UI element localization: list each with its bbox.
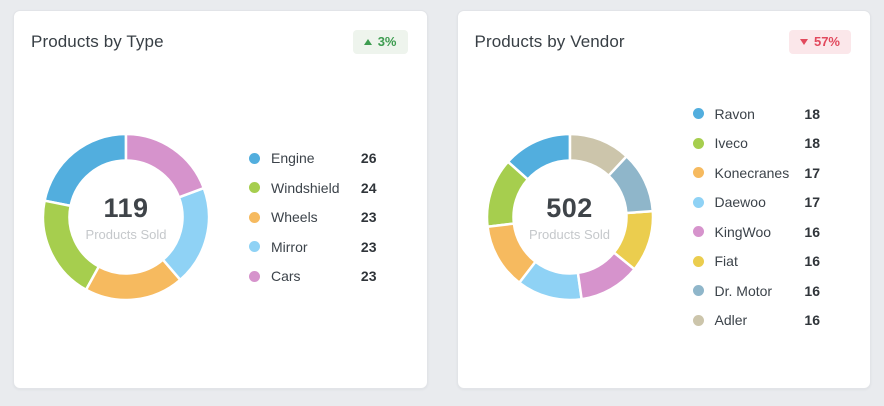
legend-item-daewoo[interactable]: Daewoo 17 [692,188,820,218]
legend-value: 16 [804,312,820,329]
legend-item-cars[interactable]: Cars 23 [249,261,377,291]
legend-item-engine[interactable]: Engine 26 [249,143,377,173]
trend-up-icon [363,39,372,45]
legend-color-dot [692,167,704,179]
legend-value: 16 [804,282,820,299]
legend-item-iveco[interactable]: Iveco 18 [692,129,820,159]
donut-segment-windshield[interactable] [41,199,101,292]
legend-item-kingwoo[interactable]: KingWoo 16 [692,217,820,247]
legend-item-fiat[interactable]: Fiat 16 [692,247,820,277]
legend-label: Cars [271,268,301,284]
legend-label: Windshield [271,179,340,196]
legend-color-dot [249,270,260,282]
legend-label: Ravon [714,105,755,122]
trend-badge-label: 3% [377,34,397,49]
legend-value: 16 [804,253,820,270]
legend-item-konecranes[interactable]: Konecranes 17 [692,158,820,188]
trend-badge-label: 57% [813,34,840,49]
legend-value: 26 [360,150,377,166]
legend-item-windshield[interactable]: Windshield 24 [249,173,377,203]
donut-segment-mirror[interactable] [161,186,211,282]
legend-item-wheels[interactable]: Wheels 23 [249,202,377,232]
legend-color-dot [692,108,704,120]
legend-color-dot [692,285,704,297]
legend-color-dot [692,196,704,208]
legend-color-dot [692,314,704,326]
legend-color-dot [249,241,260,252]
donut-segment-cars[interactable] [124,132,206,199]
chart-legend: Ravon 18 Iveco 18 Konecranes 17 Daewoo 17 KingWo… [692,99,820,336]
products-by-vendor-donut-chart[interactable]: 502 Products Sold [485,132,655,302]
legend-color-dot [692,226,704,238]
trend-badge: 3% [352,30,408,54]
donut-svg[interactable] [41,132,211,302]
legend-item-ravon[interactable]: Ravon 18 [692,99,820,129]
trend-down-icon [799,39,808,45]
legend-item-adler[interactable]: Adler 16 [692,306,820,336]
legend-color-dot [249,182,260,193]
legend-value: 23 [360,238,377,255]
legend-color-dot [692,137,704,149]
legend-item-dr-motor[interactable]: Dr. Motor 16 [692,276,820,306]
legend-label: Wheels [271,209,318,225]
card-content: 502 Products Sold Ravon 18 Iveco 18 Konecran… [458,54,871,388]
legend-label: Engine [271,150,315,166]
legend-value: 18 [804,135,820,152]
legend-label: Iveco [714,135,748,152]
legend-label: Adler [714,312,748,329]
legend-value: 17 [804,194,820,211]
legend-value: 24 [360,179,377,196]
legend-label: Fiat [714,253,738,270]
donut-segment-wheels[interactable] [84,258,182,302]
legend-value: 23 [360,209,377,225]
card-content: 119 Products Sold Engine 26 Windshield 24 Wh… [14,54,427,388]
legend-label: Daewoo [714,194,766,211]
card-header: Products by Vendor 57% [458,11,871,54]
legend-color-dot [249,211,260,223]
legend-item-mirror[interactable]: Mirror 23 [249,232,377,262]
legend-label: Konecranes [714,164,790,181]
chart-legend: Engine 26 Windshield 24 Wheels 23 Mirror 23 Cars… [249,143,377,291]
trend-badge: 57% [788,30,851,54]
legend-label: Mirror [271,238,308,255]
donut-segment-engine[interactable] [43,132,128,208]
legend-label: Dr. Motor [714,282,773,299]
legend-label: KingWoo [714,223,772,240]
donut-segment-adler[interactable] [568,132,628,177]
card-header: Products by Type 3% [14,11,427,54]
legend-value: 16 [804,223,820,240]
legend-color-dot [249,152,260,164]
legend-color-dot [692,255,704,267]
card-products-by-type: Products by Type 3% 119 Products Sold En… [13,10,428,389]
legend-value: 17 [804,164,820,181]
donut-svg[interactable] [485,132,655,302]
legend-value: 23 [360,268,377,284]
products-by-type-donut-chart[interactable]: 119 Products Sold [41,132,211,302]
legend-value: 18 [804,105,820,122]
card-title: Products by Vendor [474,32,625,51]
card-title: Products by Type [31,32,164,51]
card-products-by-vendor: Products by Vendor 57% 502 Products Sold… [456,10,871,389]
